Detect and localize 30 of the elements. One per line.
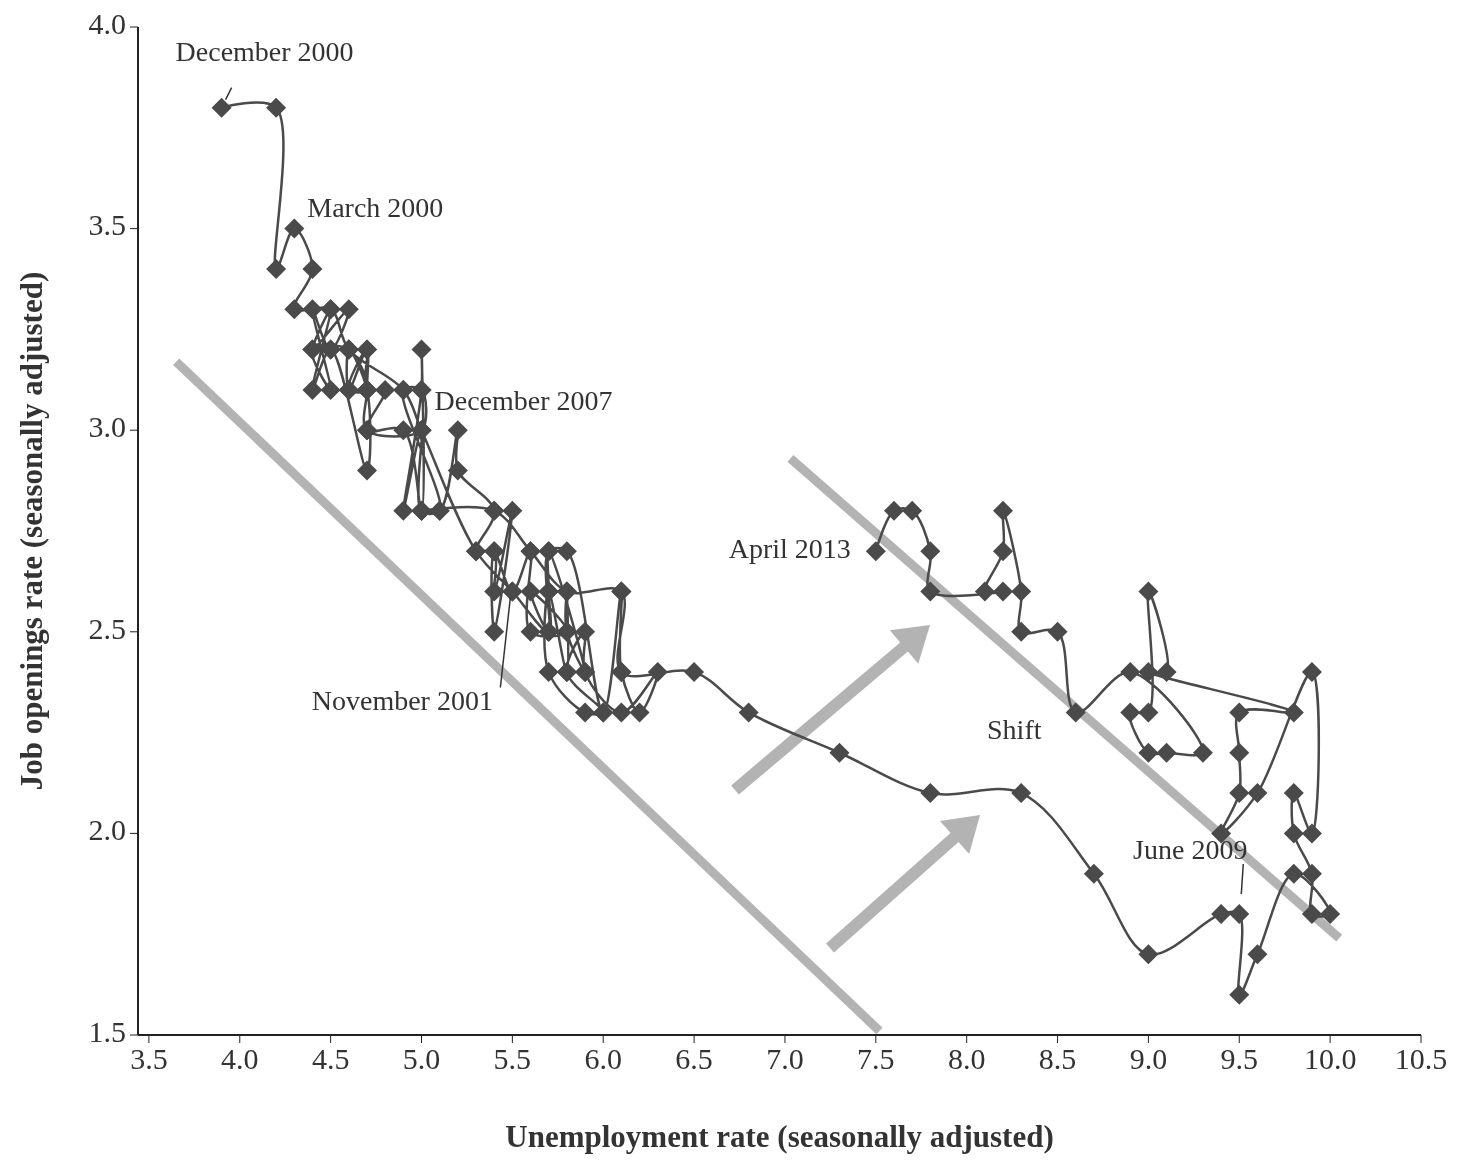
x-tick-label: 5.0 bbox=[402, 1042, 441, 1075]
annotation: April 2013 bbox=[728, 532, 851, 564]
x-tick-label: 10.0 bbox=[1303, 1042, 1357, 1075]
x-tick-label: 7.5 bbox=[857, 1042, 895, 1075]
y-tick-label: 3.5 bbox=[88, 208, 126, 242]
x-tick-label: 6.0 bbox=[584, 1042, 622, 1075]
annotation: December 2000 bbox=[175, 36, 354, 68]
x-tick-label: 9.5 bbox=[1220, 1042, 1259, 1075]
annotation: December 2007 bbox=[434, 384, 613, 416]
x-tick-label: 3.5 bbox=[130, 1042, 168, 1075]
x-tick-label: 4.5 bbox=[311, 1042, 350, 1075]
x-tick-label: 8.5 bbox=[1038, 1042, 1077, 1075]
x-tick-label: 6.5 bbox=[675, 1042, 713, 1075]
y-tick-label: 4.0 bbox=[88, 6, 126, 40]
annotation: Shift bbox=[987, 714, 1042, 746]
annotation: November 2001 bbox=[311, 684, 493, 716]
y-tick-label: 2.0 bbox=[88, 813, 126, 847]
x-axis-title: Unemployment rate (seasonally adjusted) bbox=[505, 1119, 1054, 1154]
annotation: March 2000 bbox=[307, 192, 444, 224]
x-tick-label: 9.0 bbox=[1129, 1042, 1168, 1075]
x-tick-label: 7.0 bbox=[766, 1042, 804, 1075]
y-tick-label: 1.5 bbox=[88, 1014, 126, 1048]
annotation: June 2009 bbox=[1133, 834, 1248, 866]
x-tick-label: 10.5 bbox=[1394, 1042, 1448, 1075]
y-tick-label: 3.0 bbox=[88, 410, 126, 444]
y-axis-title: Job openings rate (seasonally adjusted) bbox=[14, 271, 49, 791]
x-tick-label: 8.0 bbox=[947, 1042, 986, 1075]
x-tick-label: 5.5 bbox=[493, 1042, 532, 1075]
x-tick-label: 4.0 bbox=[221, 1042, 259, 1075]
y-tick-label: 2.5 bbox=[88, 611, 126, 645]
